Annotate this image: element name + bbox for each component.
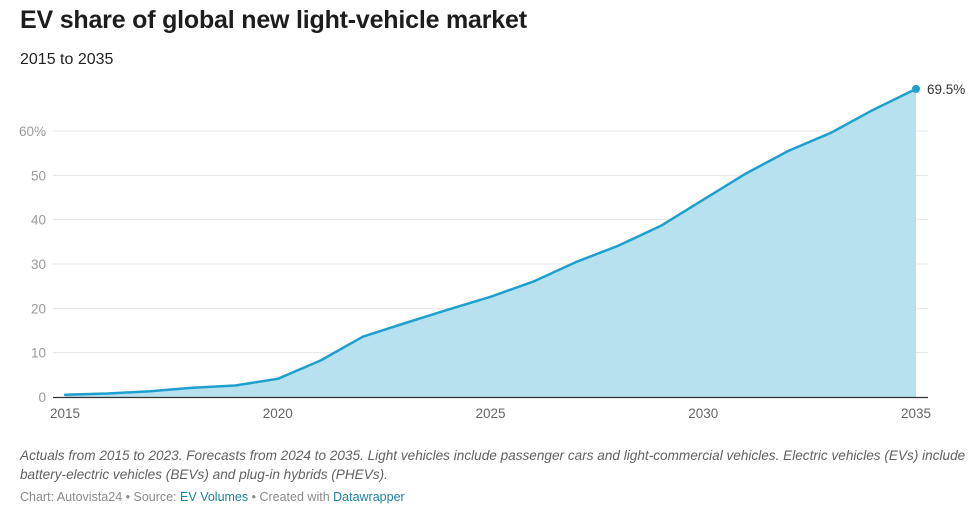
source-label: Source: — [133, 490, 181, 504]
chart-footer: Chart: Autovista24 • Source: EV Volumes … — [20, 490, 405, 504]
area-series — [63, 87, 918, 398]
x-tick-label: 2025 — [475, 406, 505, 421]
footer-separator: • — [122, 490, 134, 504]
chart-title: EV share of global new light-vehicle mar… — [20, 6, 527, 34]
y-axis-ticks: 0 10 20 30 40 50 60% — [19, 124, 46, 405]
x-tick-label: 2020 — [263, 406, 293, 421]
y-tick-label: 0 — [38, 390, 46, 405]
footer-separator: • — [248, 490, 260, 504]
x-tick-label: 2035 — [901, 406, 931, 421]
y-tick-label: 60% — [19, 124, 46, 139]
chart-subtitle: 2015 to 2035 — [20, 51, 114, 68]
y-tick-label: 30 — [31, 257, 46, 272]
chart-notes: Actuals from 2015 to 2023. Forecasts fro… — [20, 448, 966, 482]
y-tick-label: 20 — [31, 301, 46, 316]
x-tick-label: 2015 — [50, 406, 80, 421]
end-point-marker — [912, 84, 920, 93]
series-line — [63, 87, 918, 397]
created-with-label: Created with — [259, 490, 334, 504]
datawrapper-link[interactable]: Datawrapper — [333, 490, 405, 504]
y-tick-label: 50 — [31, 168, 46, 183]
x-tick-label: 2030 — [688, 406, 718, 421]
x-axis-ticks: 2015 2020 2025 2030 2035 — [50, 406, 931, 421]
y-tick-label: 10 — [31, 346, 46, 361]
y-tick-label: 40 — [31, 213, 46, 228]
end-value-label: 69.5% — [927, 82, 965, 97]
area-fill — [65, 88, 916, 398]
chart-credit: Chart: Autovista24 — [20, 490, 123, 504]
source-link[interactable]: EV Volumes — [180, 490, 249, 504]
annotations: 69.5% — [912, 82, 965, 97]
